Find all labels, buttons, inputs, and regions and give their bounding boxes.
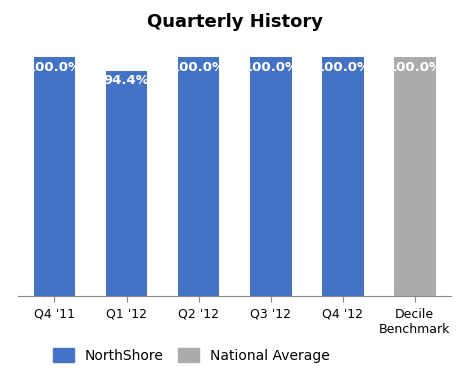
Text: 100.0%: 100.0%	[27, 61, 82, 74]
Bar	[106, 71, 147, 296]
Bar	[177, 57, 219, 296]
Bar	[34, 57, 75, 296]
Text: 100.0%: 100.0%	[314, 61, 369, 74]
Text: 100.0%: 100.0%	[171, 61, 226, 74]
Bar	[393, 57, 435, 296]
Text: 100.0%: 100.0%	[242, 61, 297, 74]
Legend: NorthShore, National Average: NorthShore, National Average	[49, 344, 333, 367]
Text: 100.0%: 100.0%	[386, 61, 442, 74]
Title: Quarterly History: Quarterly History	[146, 13, 322, 31]
Bar	[249, 57, 291, 296]
Text: 94.4%: 94.4%	[103, 74, 149, 87]
Bar	[321, 57, 363, 296]
